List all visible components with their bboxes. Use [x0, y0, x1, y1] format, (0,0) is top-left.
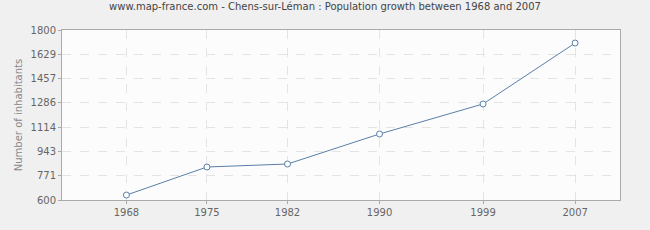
svg-text:1114: 1114 — [31, 122, 56, 133]
svg-text:1800: 1800 — [31, 25, 56, 36]
svg-text:1286: 1286 — [31, 97, 56, 108]
svg-text:600: 600 — [37, 195, 56, 206]
svg-text:Number of inhabitants: Number of inhabitants — [13, 59, 24, 171]
svg-text:1982: 1982 — [275, 207, 300, 218]
svg-text:1999: 1999 — [470, 207, 495, 218]
svg-text:771: 771 — [37, 170, 56, 181]
svg-text:1975: 1975 — [194, 207, 219, 218]
svg-text:1457: 1457 — [31, 73, 56, 84]
svg-text:1990: 1990 — [367, 207, 392, 218]
svg-text:1968: 1968 — [114, 207, 139, 218]
svg-text:www.map-france.com - Chens-sur: www.map-france.com - Chens-sur-Léman : P… — [109, 1, 541, 12]
svg-text:1629: 1629 — [31, 49, 56, 60]
svg-text:943: 943 — [37, 146, 56, 157]
svg-text:2007: 2007 — [562, 207, 587, 218]
